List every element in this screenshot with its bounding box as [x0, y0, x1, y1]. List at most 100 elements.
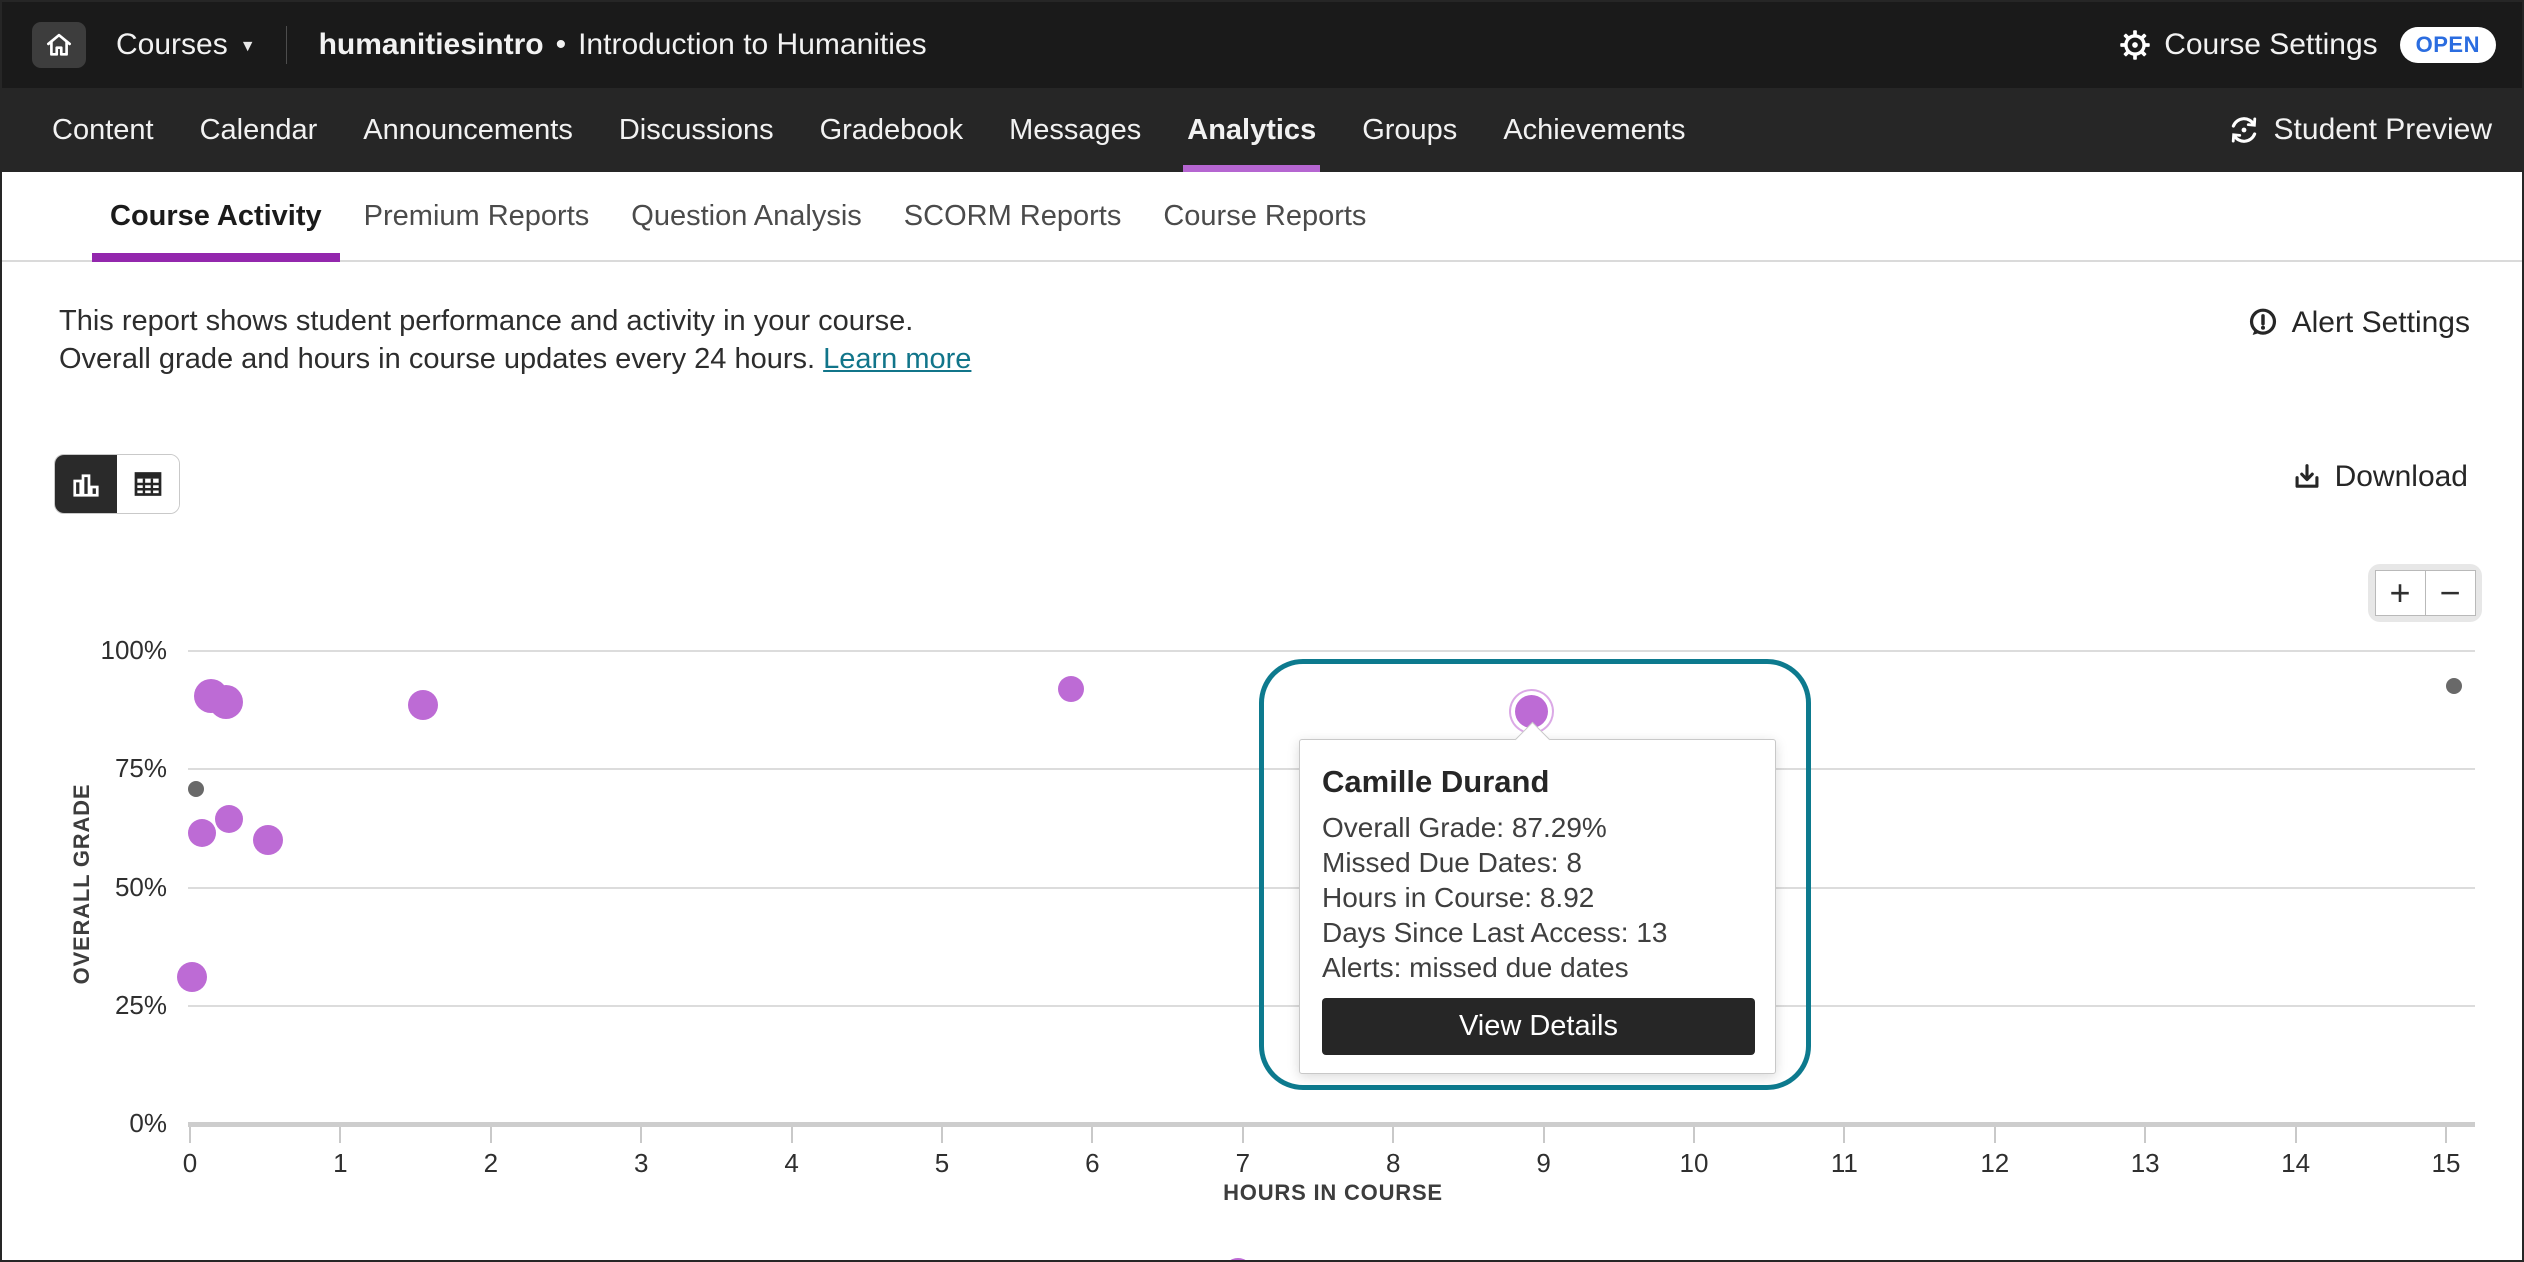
table-icon — [130, 466, 166, 502]
x-tickmark-12 — [1994, 1127, 1996, 1143]
x-tickmark-3 — [640, 1127, 642, 1143]
gridline-100 — [188, 650, 2475, 652]
tab-gradebook[interactable]: Gradebook — [820, 88, 964, 172]
courses-label: Courses — [116, 28, 228, 62]
x-tick-label-8: 8 — [1386, 1148, 1400, 1179]
tab-calendar[interactable]: Calendar — [200, 88, 318, 172]
x-tick-label-14: 14 — [2281, 1148, 2310, 1179]
x-tickmark-14 — [2295, 1127, 2297, 1143]
data-point-9[interactable] — [177, 962, 207, 992]
y-axis-title: OVERALL GRADE — [69, 784, 95, 985]
tooltip-detail-4: Alerts: missed due dates — [1322, 950, 1755, 985]
data-point-5[interactable] — [188, 781, 204, 797]
x-tick-label-10: 10 — [1680, 1148, 1709, 1179]
tooltip-detail-3: Days Since Last Access: 13 — [1322, 915, 1755, 950]
x-tick-label-5: 5 — [935, 1148, 949, 1179]
x-tickmark-13 — [2144, 1127, 2146, 1143]
student-tooltip: Camille Durand Overall Grade: 87.29%Miss… — [1299, 739, 1776, 1074]
subtab-question-analysis[interactable]: Question Analysis — [631, 172, 862, 260]
download-button[interactable]: Download — [2290, 460, 2468, 494]
x-tickmark-2 — [490, 1127, 492, 1143]
x-tickmark-8 — [1392, 1127, 1394, 1143]
x-tickmark-11 — [1843, 1127, 1845, 1143]
tab-analytics[interactable]: Analytics — [1187, 88, 1316, 172]
data-point-3[interactable] — [1058, 676, 1084, 702]
tooltip-detail-2: Hours in Course: 8.92 — [1322, 880, 1755, 915]
gear-icon — [2118, 28, 2152, 62]
zoom-in-button[interactable]: + — [2375, 570, 2426, 616]
zoom-control: + − — [2368, 564, 2482, 622]
data-point-2[interactable] — [408, 690, 438, 720]
bar-chart-icon — [68, 466, 104, 502]
x-tickmark-7 — [1242, 1127, 1244, 1143]
x-tick-label-6: 6 — [1085, 1148, 1099, 1179]
x-tickmark-5 — [941, 1127, 943, 1143]
course-name: Introduction to Humanities — [578, 28, 927, 62]
subtab-course-reports[interactable]: Course Reports — [1163, 172, 1366, 260]
data-point-8[interactable] — [253, 825, 283, 855]
tab-messages[interactable]: Messages — [1009, 88, 1141, 172]
x-axis-line — [188, 1122, 2475, 1127]
x-tickmark-0 — [189, 1127, 191, 1143]
data-point-10[interactable] — [2446, 678, 2462, 694]
tab-announcements[interactable]: Announcements — [363, 88, 573, 172]
y-tick-label-75: 75% — [62, 753, 167, 784]
data-point-7[interactable] — [215, 805, 243, 833]
course-nav-bar: Content Calendar Announcements Discussions G… — [2, 88, 2522, 172]
x-tickmark-1 — [339, 1127, 341, 1143]
refresh-swap-icon — [2227, 113, 2261, 147]
tooltip-student-name: Camille Durand — [1322, 764, 1755, 800]
topbar-right: Course Settings OPEN — [2118, 27, 2522, 63]
subtab-course-activity[interactable]: Course Activity — [110, 172, 322, 260]
course-settings-button[interactable]: Course Settings — [2118, 28, 2377, 62]
view-toggle — [54, 454, 180, 514]
tab-content[interactable]: Content — [52, 88, 154, 172]
top-bar: Courses ▼ humanitiesintro • Introduction… — [2, 2, 2522, 88]
data-point-11[interactable] — [1223, 1258, 1253, 1262]
chart-view-button[interactable] — [55, 455, 117, 513]
report-description-line1: This report shows student performance an… — [59, 302, 2522, 340]
x-tick-label-11: 11 — [1831, 1148, 1858, 1179]
x-tick-label-13: 13 — [2131, 1148, 2160, 1179]
student-preview-label: Student Preview — [2274, 113, 2492, 147]
tooltip-details: Overall Grade: 87.29%Missed Due Dates: 8… — [1322, 810, 1755, 985]
alert-icon — [2247, 307, 2279, 339]
courses-menu-button[interactable]: Courses ▼ — [116, 28, 256, 62]
table-view-button[interactable] — [117, 455, 179, 513]
tab-achievements[interactable]: Achievements — [1503, 88, 1685, 172]
y-tick-label-100: 100% — [62, 635, 167, 666]
tooltip-detail-1: Missed Due Dates: 8 — [1322, 845, 1755, 880]
home-button[interactable] — [32, 22, 86, 68]
learn-more-link[interactable]: Learn more — [823, 343, 971, 375]
x-axis-title: HOURS IN COURSE — [1223, 1180, 1443, 1206]
analytics-page: Courses ▼ humanitiesintro • Introduction… — [0, 0, 2524, 1262]
open-status-badge[interactable]: OPEN — [2400, 27, 2496, 63]
report-header: This report shows student performance an… — [2, 262, 2522, 378]
alert-settings-label: Alert Settings — [2292, 304, 2470, 342]
topbar-divider — [286, 26, 287, 64]
analytics-subnav: Course Activity Premium Reports Question A… — [2, 172, 2522, 262]
data-point-6[interactable] — [188, 819, 216, 847]
x-tickmark-15 — [2445, 1127, 2447, 1143]
subtab-scorm-reports[interactable]: SCORM Reports — [904, 172, 1122, 260]
x-tick-label-9: 9 — [1536, 1148, 1550, 1179]
tab-discussions[interactable]: Discussions — [619, 88, 774, 172]
tab-groups[interactable]: Groups — [1362, 88, 1457, 172]
x-tickmark-6 — [1091, 1127, 1093, 1143]
x-tick-label-2: 2 — [484, 1148, 498, 1179]
zoom-out-button[interactable]: − — [2425, 570, 2476, 616]
y-tick-label-0: 0% — [62, 1108, 167, 1139]
x-tick-label-1: 1 — [333, 1148, 347, 1179]
y-tick-label-25: 25% — [62, 990, 167, 1021]
chevron-down-icon: ▼ — [240, 35, 256, 56]
course-settings-label: Course Settings — [2164, 28, 2377, 62]
alert-settings-button[interactable]: Alert Settings — [2247, 304, 2470, 342]
x-tick-label-4: 4 — [784, 1148, 798, 1179]
x-tick-label-12: 12 — [1980, 1148, 2009, 1179]
report-description: This report shows student performance an… — [59, 302, 2522, 378]
x-tick-label-15: 15 — [2432, 1148, 2461, 1179]
view-details-button[interactable]: View Details — [1322, 998, 1755, 1055]
student-preview-button[interactable]: Student Preview — [2227, 88, 2522, 172]
data-point-1[interactable] — [209, 685, 243, 719]
subtab-premium-reports[interactable]: Premium Reports — [364, 172, 590, 260]
